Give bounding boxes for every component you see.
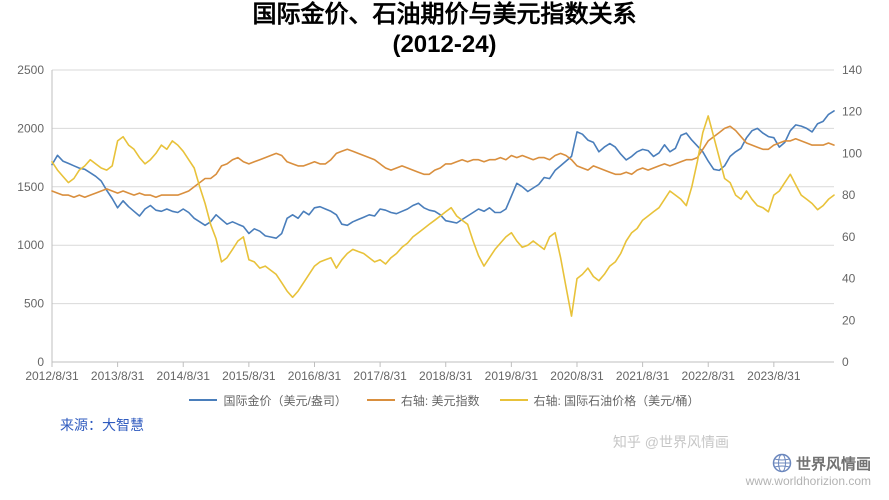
y-right-tick: 100 <box>842 146 862 160</box>
brand-name: 世界风情画 <box>796 456 871 473</box>
legend-item-dxy: 右轴: 美元指数 <box>367 392 480 409</box>
y-right-tick: 60 <box>842 230 856 244</box>
x-tick-label: 2023/8/31 <box>747 369 801 383</box>
y-right-tick: 140 <box>842 63 862 77</box>
platform-overlay: 知乎 @世界风情画 <box>613 432 729 452</box>
legend-swatch <box>500 399 528 401</box>
brand-url: www.worldhorizion.com <box>746 474 871 490</box>
x-tick-label: 2015/8/31 <box>222 369 276 383</box>
line-chart-svg: 0 500 1000 1500 2000 2500 0 20 40 60 80 100 120 140 20… <box>0 60 889 390</box>
y-right-tick: 120 <box>842 105 862 119</box>
brand-watermark: 世界风情画 www.worldhorizion.com <box>746 453 871 490</box>
series-oil <box>52 116 834 316</box>
y-right-tick: 20 <box>842 313 856 327</box>
legend-swatch <box>189 399 217 401</box>
legend-label: 右轴: 国际石油价格（美元/桶） <box>534 392 700 409</box>
legend-swatch <box>367 399 395 401</box>
x-tick-label: 2020/8/31 <box>550 369 604 383</box>
globe-icon <box>772 453 792 473</box>
title-line-1: 国际金价、石油期价与美元指数关系 <box>0 0 889 30</box>
y-right-tick: 80 <box>842 188 856 202</box>
legend-label: 国际金价（美元/盎司） <box>223 392 346 409</box>
x-tick-label: 2018/8/31 <box>419 369 473 383</box>
brand-row: 世界风情画 <box>746 453 871 475</box>
legend-label: 右轴: 美元指数 <box>401 392 480 409</box>
legend-item-gold: 国际金价（美元/盎司） <box>189 392 346 409</box>
series-gold <box>52 111 834 238</box>
y-right-tick: 0 <box>842 355 849 369</box>
y-left-tick: 2500 <box>17 63 44 77</box>
x-tick-label: 2016/8/31 <box>288 369 342 383</box>
source-label: 来源：大智慧 <box>60 415 889 435</box>
y-right-tick: 40 <box>842 272 856 286</box>
y-left-tick: 2000 <box>17 121 44 135</box>
y-left-tick: 500 <box>24 297 44 311</box>
y-left-tick: 1000 <box>17 238 44 252</box>
x-tick-label: 2021/8/31 <box>616 369 670 383</box>
x-tick-label: 2012/8/31 <box>25 369 79 383</box>
chart-area: 0 500 1000 1500 2000 2500 0 20 40 60 80 100 120 140 20… <box>0 60 889 390</box>
x-tick-label: 2014/8/31 <box>157 369 211 383</box>
y-left-tick: 0 <box>37 355 44 369</box>
x-tick-label: 2019/8/31 <box>485 369 539 383</box>
chart-legend: 国际金价（美元/盎司） 右轴: 美元指数 右轴: 国际石油价格（美元/桶） <box>0 390 889 409</box>
x-tick-label: 2013/8/31 <box>91 369 145 383</box>
y-left-tick: 1500 <box>17 180 44 194</box>
x-tick-label: 2022/8/31 <box>682 369 736 383</box>
title-line-2: (2012-24) <box>0 30 889 60</box>
legend-item-oil: 右轴: 国际石油价格（美元/桶） <box>500 392 700 409</box>
chart-title: 国际金价、石油期价与美元指数关系 (2012-24) <box>0 0 889 60</box>
x-tick-label: 2017/8/31 <box>353 369 407 383</box>
